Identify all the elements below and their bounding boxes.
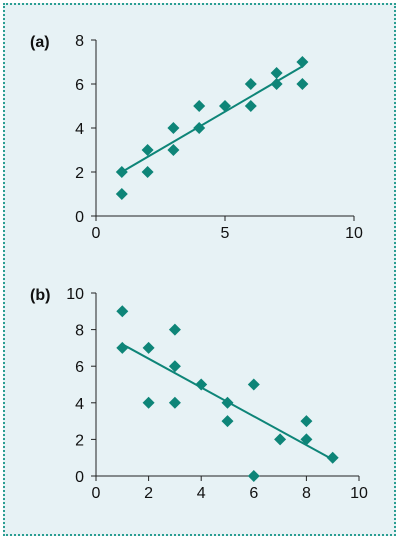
data-point (116, 341, 129, 354)
data-point (221, 415, 234, 428)
y-tick-label: 0 (75, 209, 84, 226)
data-point (270, 67, 283, 79)
data-point (270, 78, 283, 90)
data-point (167, 122, 180, 134)
y-tick-label: 8 (75, 33, 84, 50)
data-point (296, 56, 309, 68)
data-point (326, 451, 339, 464)
data-point (168, 396, 181, 409)
x-tick-label: 8 (302, 485, 311, 502)
data-point (168, 323, 181, 336)
data-point (300, 415, 313, 428)
y-tick-label: 2 (75, 165, 84, 182)
x-tick-label: 10 (345, 225, 363, 242)
data-point (115, 166, 128, 178)
data-point (142, 396, 155, 409)
data-point (296, 78, 309, 90)
data-point (141, 166, 154, 178)
y-tick-label: 6 (75, 77, 84, 94)
data-point (244, 100, 257, 112)
y-tick-label: 2 (75, 432, 84, 449)
data-point (193, 122, 206, 134)
x-tick-label: 0 (92, 485, 101, 502)
data-point (115, 188, 128, 200)
data-point (247, 378, 260, 391)
data-point (195, 378, 208, 391)
panel-b: (b) 0 2 4 6 8 10 0 2 4 6 8 10 (30, 286, 368, 502)
data-point (116, 305, 129, 318)
data-point (167, 144, 180, 156)
panel-b-label: (b) (30, 287, 50, 304)
data-point (244, 78, 257, 90)
x-tick-label: 10 (350, 485, 368, 502)
data-point (141, 144, 154, 156)
y-tick-label: 4 (75, 121, 84, 138)
data-point (274, 433, 287, 446)
y-tick-label: 10 (66, 286, 84, 303)
x-tick-label: 6 (249, 485, 258, 502)
data-point (219, 100, 231, 112)
y-tick-label: 4 (75, 396, 84, 413)
x-tick-label: 0 (92, 225, 101, 242)
data-point (300, 433, 313, 446)
data-point (168, 360, 181, 373)
x-tick-label: 4 (197, 485, 206, 502)
y-tick-label: 0 (75, 469, 84, 486)
data-point (142, 341, 155, 354)
data-point (221, 396, 234, 409)
data-point (247, 470, 260, 482)
y-tick-label: 8 (75, 323, 84, 340)
panel-a-label: (a) (30, 34, 50, 51)
data-point (193, 100, 206, 112)
figure-frame (3, 3, 396, 536)
x-tick-label: 5 (221, 225, 230, 242)
y-tick-label: 6 (75, 359, 84, 376)
x-tick-label: 2 (144, 485, 153, 502)
panel-a: (a) 0 5 10 0 2 4 6 8 (30, 33, 363, 242)
